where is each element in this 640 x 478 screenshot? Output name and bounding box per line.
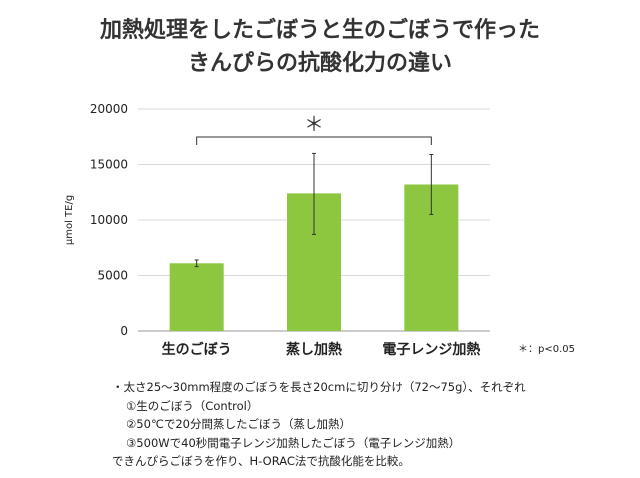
chart-title: 加熱処理をしたごぼうと生のごぼうで作った きんぴらの抗酸化力の違い bbox=[0, 14, 640, 80]
title-line-2: きんぴらの抗酸化力の違い bbox=[187, 51, 452, 76]
category-label: 蒸し加熱 bbox=[286, 341, 342, 358]
footnote-line-1: ・太さ25〜30mm程度のごぼうを長さ20cmに切り分け（72〜75g）、それぞ… bbox=[112, 380, 526, 394]
significance-note: ＊：p<0.05 bbox=[518, 344, 575, 355]
y-axis-label: μmol TE/g bbox=[64, 195, 75, 245]
y-tick-label: 10000 bbox=[90, 213, 128, 227]
footnote-line-5: できんぴらごぼうを作り、H-ORAC法で抗酸化能を比較。 bbox=[112, 454, 410, 468]
significance-bracket bbox=[196, 136, 432, 145]
footnote-line-3: ②50℃で20分間蒸したごぼう（蒸し加熱） bbox=[126, 417, 351, 431]
y-tick-label: 20000 bbox=[90, 102, 128, 116]
footnote-line-4: ③500Wで40秒間電子レンジ加熱したごぼう（電子レンジ加熱） bbox=[126, 435, 461, 450]
title-line-1: 加熱処理をしたごぼうと生のごぼうで作った bbox=[99, 18, 540, 43]
y-tick-label: 15000 bbox=[90, 158, 128, 172]
footnote-line-2: ①生のごぼう（Control） bbox=[126, 398, 259, 413]
y-tick-label: 0 bbox=[120, 324, 128, 338]
category-label: 電子レンジ加熱 bbox=[382, 341, 480, 358]
category-label: 生のごぼう bbox=[162, 341, 232, 358]
significance-star: ＊ bbox=[304, 112, 324, 136]
footnote: ・太さ25〜30mm程度のごぼうを長さ20cmに切り分け（72〜75g）、それぞ… bbox=[112, 378, 526, 471]
bar bbox=[169, 263, 224, 331]
y-tick-label: 5000 bbox=[97, 269, 128, 283]
